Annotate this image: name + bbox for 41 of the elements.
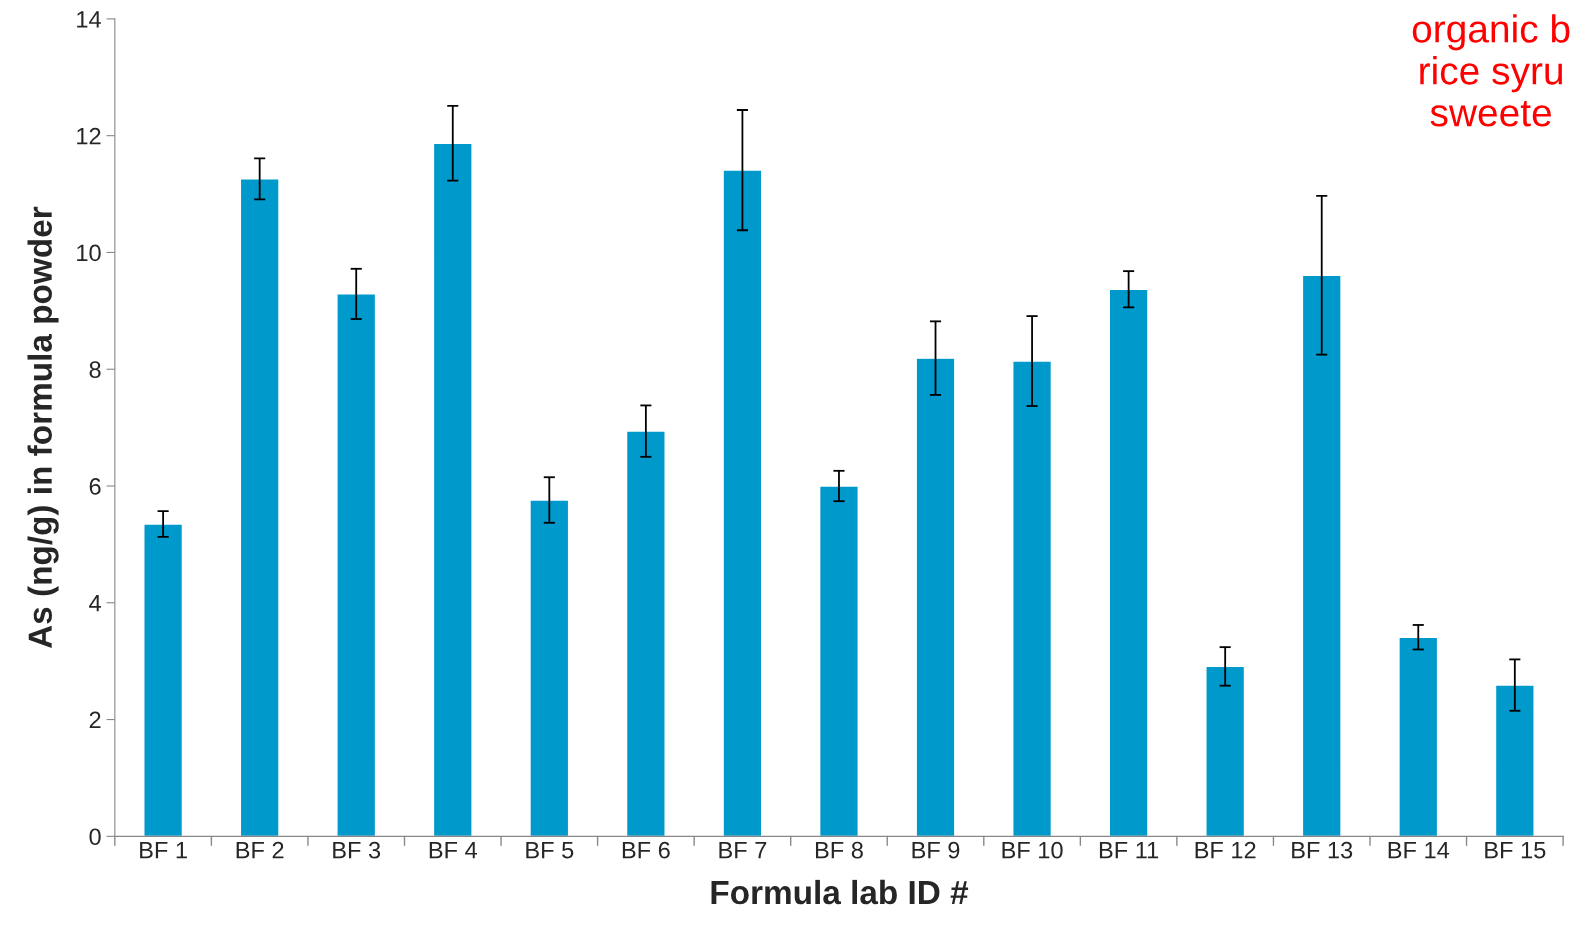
y-tick-label: 10 — [77, 244, 101, 262]
y-tick-label: 6 — [89, 478, 101, 495]
x-tick-label: BF 4 — [429, 842, 478, 859]
bar — [239, 178, 280, 837]
bar — [722, 169, 763, 837]
x-axis-title: Formula lab ID # — [711, 879, 969, 905]
x-tick-label: BF 3 — [333, 841, 381, 859]
x-tick-label: BF 13 — [1292, 841, 1353, 859]
bar — [1494, 684, 1535, 837]
x-tick-label: BF 2 — [236, 841, 284, 859]
x-tick-label: BF 15 — [1485, 842, 1546, 859]
bar — [1398, 636, 1439, 837]
bar — [915, 357, 956, 837]
bar — [432, 142, 473, 837]
bar — [1108, 288, 1149, 837]
bar — [1205, 665, 1246, 837]
y-tick-label: 4 — [89, 595, 101, 612]
bar — [1301, 274, 1342, 837]
x-tick-label: BF 8 — [815, 841, 863, 859]
y-tick-label: 2 — [89, 711, 101, 729]
bar — [818, 485, 859, 837]
x-tick-label: BF 14 — [1388, 842, 1450, 859]
bar — [1012, 360, 1053, 837]
y-tick-label: 14 — [77, 11, 101, 28]
x-tick-label: BF 6 — [622, 841, 670, 859]
y-tick-label: 12 — [77, 127, 101, 145]
bar — [625, 430, 666, 837]
x-tick-label: BF 12 — [1195, 841, 1256, 859]
bar — [143, 523, 184, 837]
x-tick-label: BF 11 — [1099, 842, 1159, 859]
bar — [336, 293, 377, 837]
y-tick-label: 8 — [89, 361, 101, 379]
x-tick-label: BF 9 — [912, 841, 960, 859]
bar — [529, 499, 570, 837]
y-axis-title: As (ng/g) in formula powder — [27, 206, 59, 649]
x-tick-label: BF 1 — [140, 842, 187, 859]
annotation: organic b rice syru sweete — [1412, 14, 1570, 127]
x-tick-label: BF 7 — [719, 842, 767, 859]
y-tick-label: 0 — [89, 828, 101, 846]
x-tick-label: BF 5 — [526, 842, 574, 859]
x-tick-label: BF 10 — [1002, 841, 1063, 859]
